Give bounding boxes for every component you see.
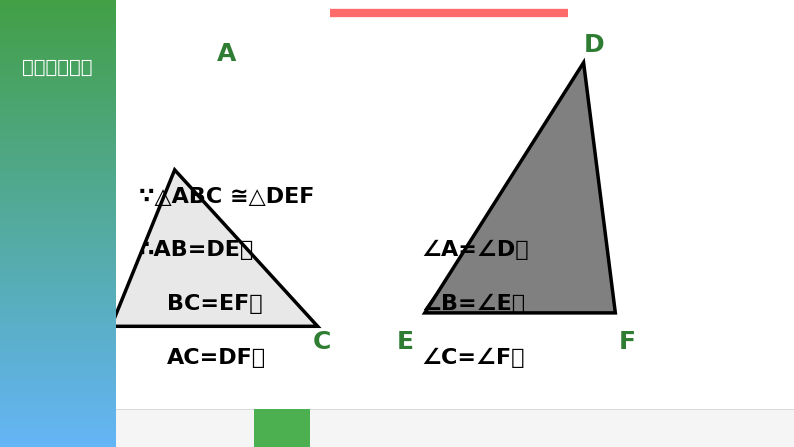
Polygon shape: [425, 63, 615, 313]
Text: A: A: [217, 42, 236, 66]
Text: ∵△ABC ≅△DEF: ∵△ABC ≅△DEF: [139, 187, 314, 207]
Text: 一、复习引入: 一、复习引入: [22, 58, 93, 76]
Polygon shape: [111, 170, 318, 326]
Text: D: D: [584, 33, 604, 57]
Text: E: E: [396, 330, 414, 354]
Text: F: F: [619, 330, 636, 354]
Text: C: C: [312, 330, 331, 354]
Text: AC=DF，: AC=DF，: [167, 348, 266, 367]
Bar: [254, 409, 310, 447]
Text: ∠C=∠F。: ∠C=∠F。: [421, 347, 524, 368]
Bar: [0, 409, 794, 447]
Text: ∠A=∠D，: ∠A=∠D，: [421, 240, 529, 261]
Text: B: B: [82, 330, 101, 354]
Text: ∠B=∠E，: ∠B=∠E，: [421, 294, 525, 314]
Text: ∴AB=DE，: ∴AB=DE，: [139, 240, 254, 260]
Text: BC=EF，: BC=EF，: [167, 294, 262, 314]
